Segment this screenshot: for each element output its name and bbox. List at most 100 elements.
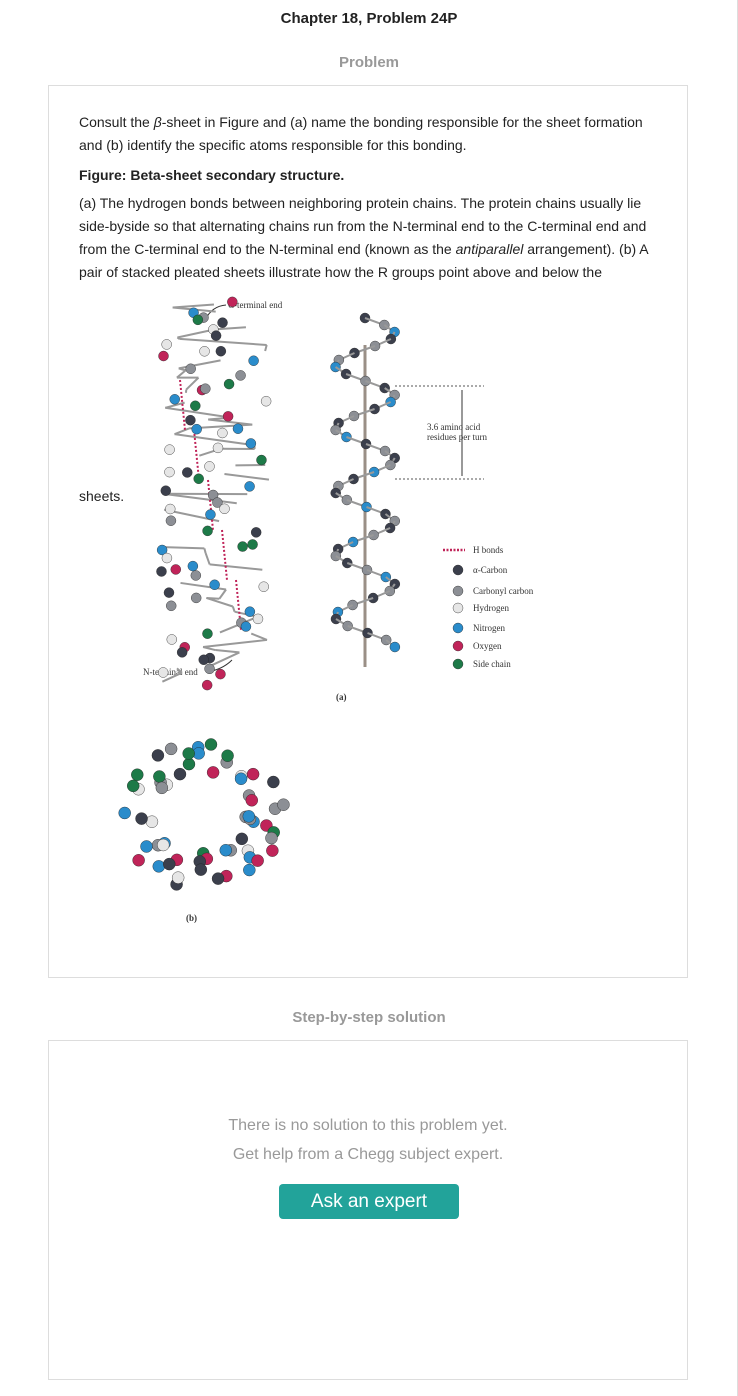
atom [199, 346, 210, 357]
legend-label: α-Carbon [473, 565, 508, 575]
page-title: Chapter 18, Problem 24P [280, 10, 458, 27]
message: Get help from a Chegg subject expert. [232, 1146, 504, 1163]
atom [153, 770, 166, 783]
atom [163, 857, 176, 871]
text: arrangement). (b) A pair of stacked plea… [79, 241, 648, 280]
bond [203, 548, 207, 554]
legend-label: Side chain [473, 659, 511, 669]
atom [132, 854, 145, 867]
text: (a) The hydrogen bonds between neighbori… [79, 195, 647, 257]
atom [131, 768, 144, 781]
atom [211, 872, 225, 885]
bond [160, 545, 205, 550]
atom [190, 400, 201, 411]
h-bond [179, 379, 186, 431]
atom [202, 628, 213, 639]
atom [127, 779, 140, 793]
continuation: sheets. [79, 488, 125, 504]
atom [164, 444, 175, 455]
atom [191, 423, 202, 435]
text: Consult the [79, 114, 154, 130]
atom [204, 663, 215, 674]
legend-label: Carbonyl carbon [473, 586, 534, 596]
atom [182, 747, 195, 760]
atom [201, 679, 213, 691]
atom [152, 860, 165, 873]
atom [243, 863, 256, 877]
legend-swatch [452, 585, 464, 597]
atom [165, 515, 177, 526]
bond [206, 597, 234, 608]
atom [161, 552, 173, 564]
atom [171, 871, 185, 884]
atom [165, 503, 176, 515]
bond [202, 638, 268, 648]
atom [212, 442, 224, 454]
section-heading: Problem [338, 54, 399, 71]
figure: C-terminal end N-terminal end 3.6 amino … [118, 296, 534, 923]
text: antiparallel [455, 241, 524, 257]
atom [185, 363, 196, 374]
bond [164, 401, 185, 409]
legend-swatch [452, 658, 464, 670]
legend-swatch [452, 602, 464, 614]
atom [160, 485, 171, 496]
bond [224, 473, 270, 481]
atom [182, 757, 196, 771]
atoms [118, 296, 401, 891]
atom [217, 317, 228, 328]
bond [185, 376, 200, 391]
atom [223, 378, 235, 390]
atom [256, 454, 267, 466]
figure-caption: Figure: Beta-sheet secondary structure. [79, 167, 345, 183]
question: Consult the β-sheet in Figure and (a) na… [79, 111, 669, 157]
legend-label: Oxygen [473, 641, 502, 651]
text: -sheet in Figure and (a) name the bondin… [79, 114, 643, 153]
bond [264, 344, 268, 352]
problem-box [48, 85, 688, 978]
atom [221, 749, 234, 762]
bond [215, 649, 240, 654]
ask-expert-button[interactable]: Ask an expert [279, 1184, 459, 1219]
atom [245, 794, 258, 807]
legend-swatch [452, 640, 464, 652]
atom [170, 564, 181, 575]
atom [235, 832, 249, 846]
atom [240, 621, 252, 632]
bond [180, 581, 227, 591]
atom [155, 781, 169, 795]
label: (a) [336, 692, 347, 702]
atom [210, 330, 222, 341]
bond [210, 651, 240, 667]
atom [248, 355, 259, 366]
atom [193, 473, 204, 484]
atom [163, 587, 175, 598]
atom [151, 749, 165, 762]
bond [162, 492, 237, 505]
atom [260, 396, 272, 407]
legend-label: Nitrogen [473, 623, 505, 633]
atom [145, 815, 159, 828]
atom [217, 427, 228, 439]
legend-swatch [452, 622, 464, 634]
bond [219, 624, 238, 634]
h-bond [193, 429, 200, 481]
bond [208, 418, 253, 426]
label: 3.6 amino acid [427, 422, 481, 432]
bond [179, 337, 267, 346]
atom [212, 497, 223, 508]
bond [176, 667, 183, 674]
bond [214, 326, 247, 331]
atom [209, 579, 220, 590]
atom [164, 742, 178, 756]
atom [245, 438, 257, 449]
legend: H bonds α-Carbon Carbonyl carbon Hydrogen Ni… [443, 545, 534, 670]
atom [161, 339, 172, 350]
atom [187, 560, 199, 572]
bond [178, 359, 221, 370]
atom [156, 544, 168, 556]
atom [204, 461, 215, 472]
bond [202, 646, 216, 652]
text: β [153, 114, 162, 130]
